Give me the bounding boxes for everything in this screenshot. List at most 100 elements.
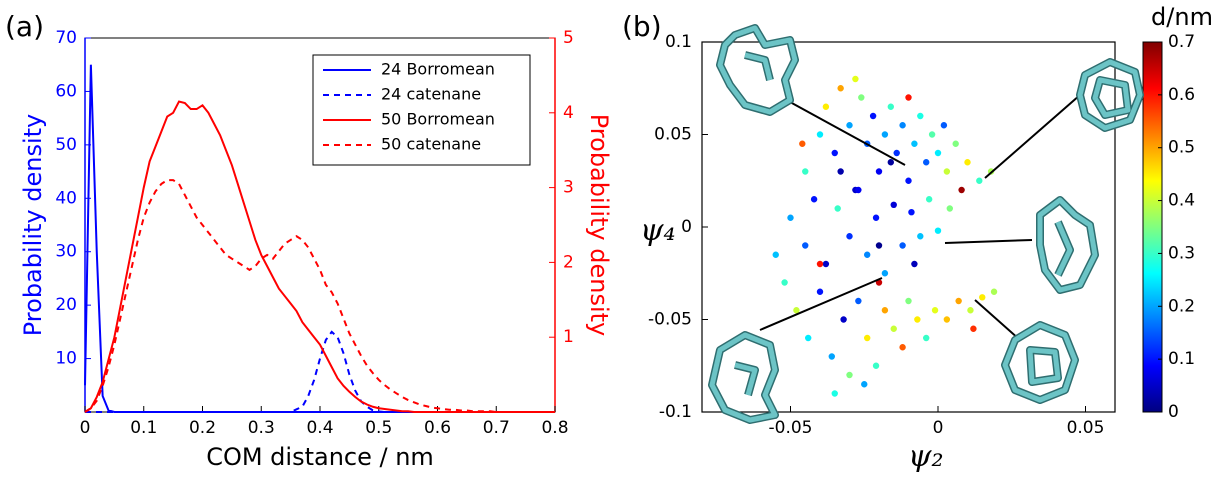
y-tick-label: 50 <box>55 135 77 155</box>
scatter-point <box>864 334 871 342</box>
colorbar-tick-label: 0.1 <box>1168 349 1195 369</box>
legend-label: 50 Borromean <box>381 110 495 129</box>
scatter-point <box>887 159 894 166</box>
scatter-point <box>890 325 897 332</box>
x-tick-label: 0.7 <box>483 418 510 438</box>
y-tick-label: 40 <box>55 188 77 208</box>
scatter-point <box>831 149 838 157</box>
scatter-point <box>905 94 912 101</box>
scatter-point <box>952 140 959 147</box>
scatter-point <box>805 334 812 342</box>
scatter-point <box>881 270 889 277</box>
x-tick-label: 0 <box>933 418 944 438</box>
x-tick-label: 0.1 <box>130 418 157 438</box>
scatter-point <box>905 297 912 305</box>
y2-tick-label: 5 <box>563 28 574 48</box>
scatter-point <box>793 307 800 314</box>
scatter-point <box>943 168 951 175</box>
panel-a: 0 0.1 0.2 0.3 0.4 0.5 0.6 0.7 0.8 10 20 30 40 50 60 70 1… <box>55 28 573 438</box>
scatter-point <box>990 288 998 295</box>
scatter-point <box>940 122 948 129</box>
y-tick-label: 30 <box>55 242 77 262</box>
scatter-point <box>955 297 962 305</box>
scatter-point <box>964 159 971 166</box>
colorbar-tick-label: 0.5 <box>1168 138 1195 158</box>
scatter-point <box>934 149 942 157</box>
scatter-point <box>864 251 871 258</box>
x-tick-label: 0.6 <box>424 418 451 438</box>
y-tick-label: 60 <box>55 81 77 101</box>
annotations <box>759 94 1081 341</box>
y-axis-label: Probability density <box>19 114 47 337</box>
x-tick-label: 0.4 <box>306 418 333 438</box>
scatter-point <box>846 122 853 129</box>
scatter-point <box>872 362 880 369</box>
scatter-point <box>846 371 853 379</box>
leader-line <box>944 239 1033 244</box>
scatter-point <box>822 103 830 110</box>
legend-label: 24 catenane <box>381 85 481 104</box>
scatter-point <box>875 168 883 175</box>
x-tick-label: 0.05 <box>1067 418 1105 438</box>
legend-label: 50 catenane <box>381 135 481 154</box>
scatter-point <box>872 214 880 221</box>
colorbar-tick-label: 0.3 <box>1168 243 1195 263</box>
scatter-point <box>887 103 894 110</box>
colorbar <box>1142 41 1163 413</box>
scatter-point <box>917 112 924 120</box>
scatter-point <box>970 325 977 332</box>
x-tick-label: 0 <box>80 418 91 438</box>
scatter-point <box>911 260 918 268</box>
leader-line <box>789 101 906 166</box>
x-tick-label: 0.8 <box>541 418 568 438</box>
y-tick-label: 10 <box>55 349 77 369</box>
leader-line <box>759 277 883 331</box>
x-tick-label: 0.3 <box>248 418 275 438</box>
y2-tick-label: 1 <box>563 327 574 347</box>
panel-label: (b) <box>622 10 662 43</box>
panel-label: (a) <box>5 10 44 43</box>
scatter-point <box>899 344 906 351</box>
leader-line <box>984 94 1081 179</box>
scatter-point <box>822 260 830 268</box>
scatter-point <box>787 214 794 221</box>
scatter-point <box>816 131 824 138</box>
scatter-point <box>905 177 912 184</box>
scatter-point <box>925 196 933 203</box>
scatter-point <box>837 85 844 92</box>
scatter-point <box>943 316 951 323</box>
scatter-point <box>858 94 865 101</box>
x-tick-label: 0.2 <box>189 418 216 438</box>
scatter-point <box>967 307 974 314</box>
line-series <box>84 179 555 413</box>
scatter-point <box>810 196 818 203</box>
scatter-point <box>881 131 889 138</box>
colorbar-label: d/nm <box>1151 3 1213 31</box>
y2-tick-label: 3 <box>563 178 574 198</box>
scatter-point <box>828 353 835 360</box>
scatter-point <box>911 140 918 147</box>
scatter-point <box>846 233 853 240</box>
scatter-point <box>840 316 847 323</box>
leader-line <box>974 299 1021 341</box>
scatter-point <box>928 131 936 138</box>
scatter-point <box>831 390 838 397</box>
scatter-point <box>899 242 906 249</box>
x-axis-label: ψ₂ <box>908 439 944 474</box>
scatter-point <box>958 186 965 194</box>
x-axis-label: COM distance / nm <box>206 443 434 471</box>
panel-b: -0.05 0 0.05 -0.1 -0.05 0 0.05 0.1 0 0.1 0.2 0.3 0.4… <box>648 32 1195 438</box>
scatter-point <box>837 168 844 175</box>
y2-tick-label: 4 <box>563 103 574 123</box>
colorbar-tick-label: 0.7 <box>1168 32 1195 52</box>
scatter-point <box>852 75 859 83</box>
legend-box <box>312 54 531 166</box>
scatter-point <box>772 251 779 258</box>
x-tick-label: -0.05 <box>769 418 813 438</box>
y-tick-label: 70 <box>55 28 77 48</box>
scatter-point <box>861 381 868 388</box>
colorbar-tick-label: 0.4 <box>1168 191 1195 211</box>
scatter-point <box>934 227 942 234</box>
legend-label: 24 Borromean <box>381 60 495 79</box>
